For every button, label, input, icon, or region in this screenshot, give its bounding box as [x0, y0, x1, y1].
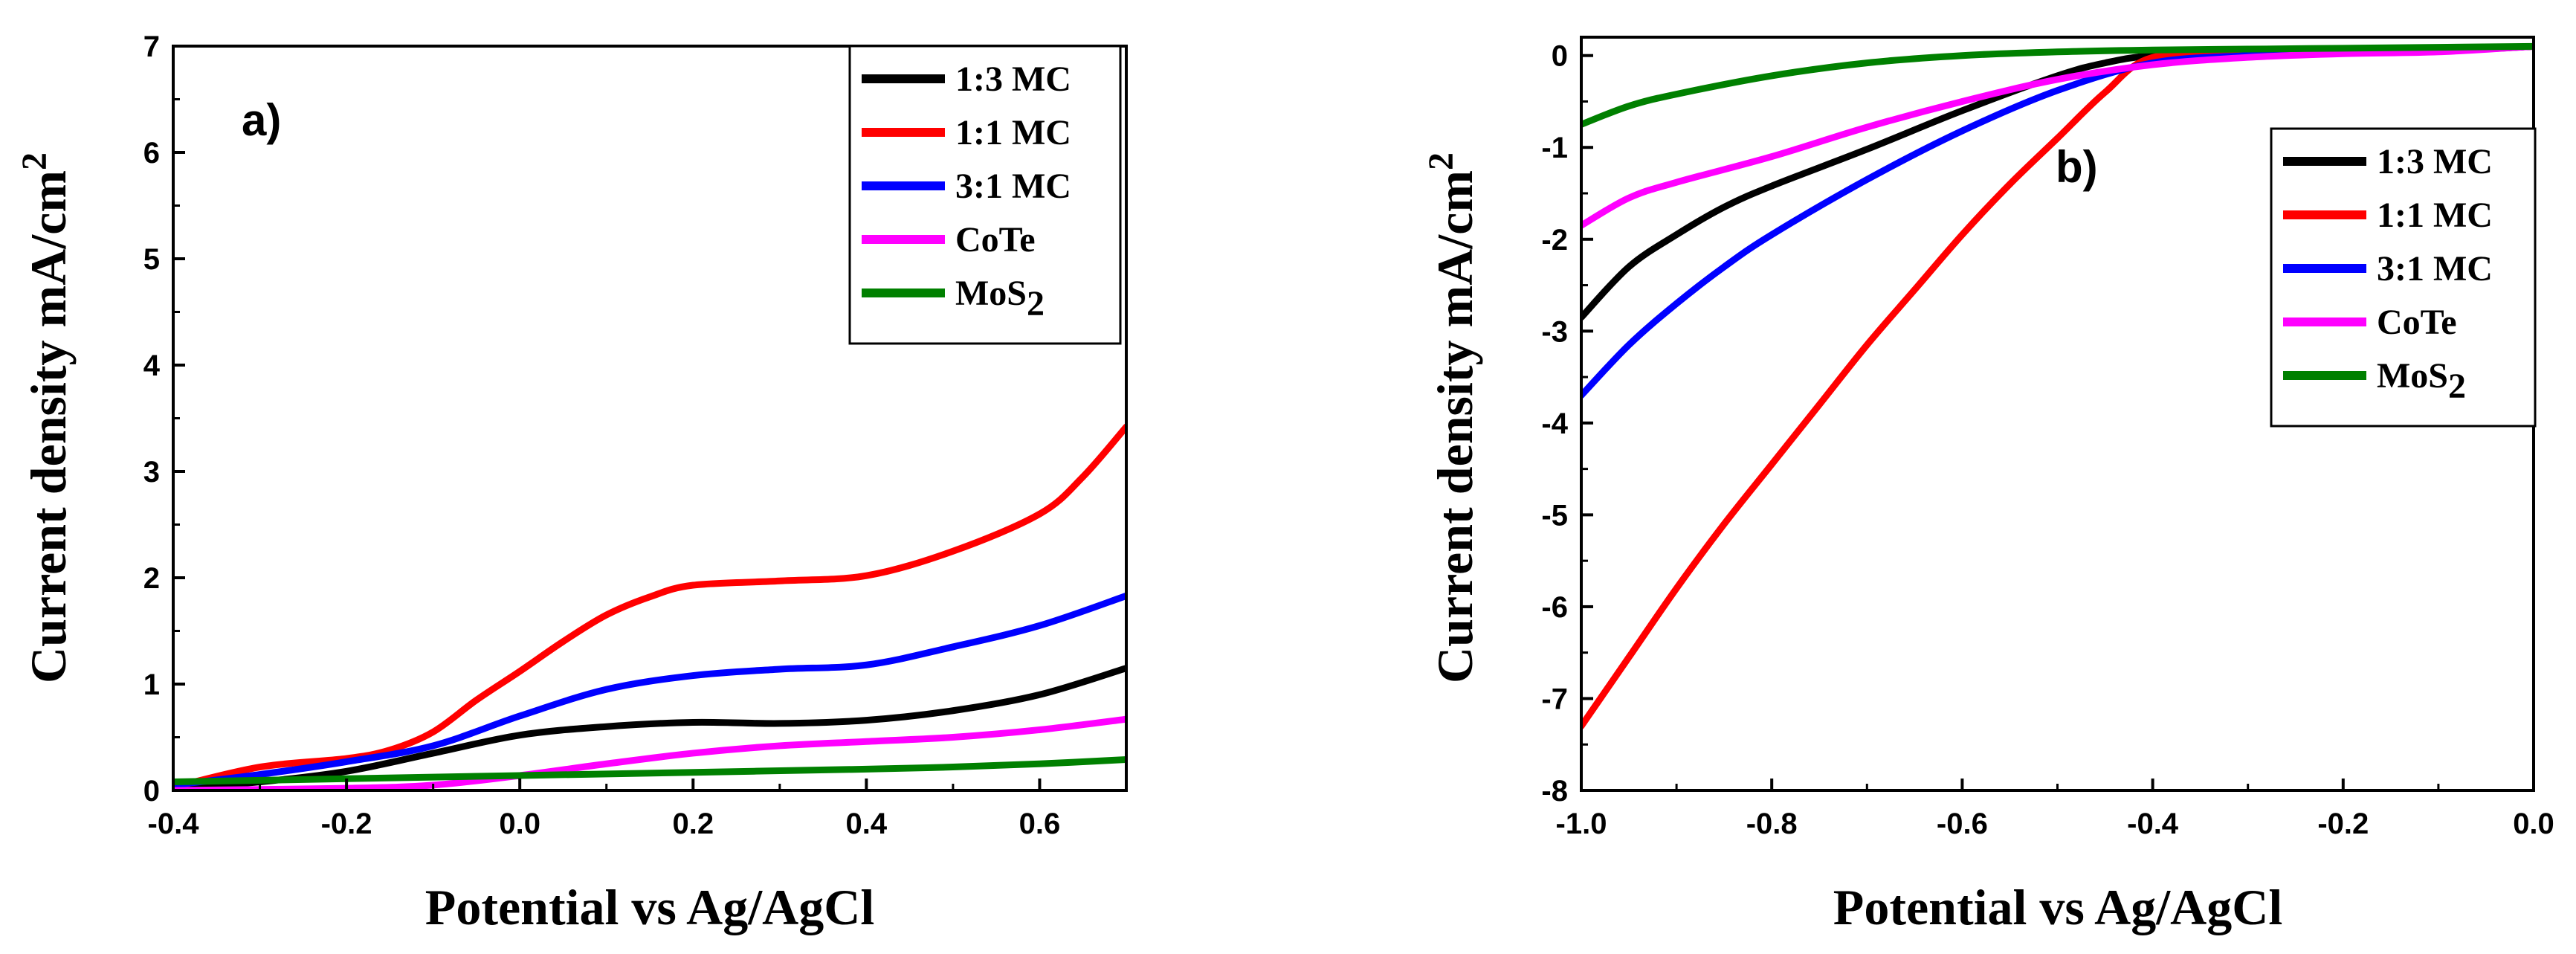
legend-label-main: 3:1 MC: [2377, 249, 2493, 289]
y-axis-title-main: Current density mA/cm: [20, 170, 77, 683]
y-tick-label: -8: [1541, 775, 1568, 808]
y-tick-label: 0: [1552, 40, 1568, 73]
y-axis-title-superscript: 2: [1421, 152, 1461, 170]
y-tick-label: 7: [143, 30, 160, 63]
legend-label-main: MoS: [955, 274, 1027, 313]
x-tick-label: -0.6: [1937, 808, 1988, 840]
series-line-mos2: [1581, 42, 2534, 128]
legend-label-main: 3:1 MC: [955, 167, 1071, 206]
legend-label-subscript: 2: [2448, 367, 2466, 406]
y-tick-label: 2: [143, 562, 160, 595]
y-tick-label: 6: [143, 137, 160, 170]
y-tick-label: -5: [1541, 499, 1568, 532]
y-tick-label: 5: [143, 243, 160, 276]
legend-label-main: 1:3 MC: [955, 59, 1071, 99]
y-tick-label: 0: [143, 775, 160, 808]
panel-b-chart: -1.0 -0.8 -0.6 -0.4 -0.2 0.0 0 -1 -2 -3 -4 -5 -6 -7 -8…: [1421, 36, 2554, 935]
series-lines: [173, 423, 1126, 790]
y-axis-title: Current density mA/cm2: [15, 152, 77, 683]
y-axis-title-main: Current density mA/cm: [1427, 170, 1483, 683]
legend-label: 1:1 MC: [2377, 196, 2493, 235]
legend: 1:3 MC 1:1 MC 3:1 MC CoTe MoS2: [2270, 127, 2537, 428]
legend-label: MoS2: [955, 274, 1045, 323]
x-tick-label: 0.6: [1019, 808, 1061, 840]
legend-label-main: MoS: [2377, 356, 2448, 396]
series-line-cote: [1581, 42, 2534, 229]
y-tick-label: 1: [143, 668, 160, 701]
y-tick-label: -7: [1541, 683, 1568, 715]
y-tick-label: 3: [143, 456, 160, 489]
legend-label: 3:1 MC: [2377, 249, 2493, 289]
x-axis-title: Potential vs Ag/AgCl: [425, 879, 874, 935]
series-lines: [1581, 42, 2534, 730]
legend-label: CoTe: [2377, 303, 2457, 342]
legend-label: 3:1 MC: [955, 167, 1071, 206]
legend-label: 1:3 MC: [955, 59, 1071, 99]
x-tick-label: -1.0: [1556, 808, 1607, 840]
x-tick-label: 0.2: [672, 808, 714, 840]
x-axis-title: Potential vs Ag/AgCl: [1833, 879, 2282, 935]
legend-label-main: 1:3 MC: [2377, 142, 2493, 181]
panel-label: b): [2056, 142, 2098, 192]
legend-label-main: CoTe: [955, 220, 1036, 260]
y-tick-label: -1: [1541, 132, 1568, 164]
legend-label: CoTe: [955, 220, 1036, 260]
x-tick-label: 0.0: [499, 808, 540, 840]
x-tick-label: -0.2: [321, 808, 372, 840]
x-tick-label: -0.8: [1746, 808, 1798, 840]
legend-label-subscript: 2: [1027, 284, 1045, 323]
legend-label: MoS2: [2377, 356, 2466, 406]
y-axis-title-superscript: 2: [15, 152, 54, 170]
y-tick-label: -3: [1541, 315, 1568, 348]
y-tick-label: -2: [1541, 224, 1568, 257]
legend: 1:3 MC 1:1 MC 3:1 MC CoTe MoS2: [848, 45, 1122, 345]
series-line-cote: [173, 715, 1126, 790]
series-line-1-3-mc: [173, 665, 1126, 790]
legend-label-main: 1:1 MC: [2377, 196, 2493, 235]
x-tick-label: 0.0: [2513, 808, 2554, 840]
legend-label: 1:1 MC: [955, 113, 1071, 152]
y-tick-label: -4: [1541, 407, 1568, 440]
legend-label-main: CoTe: [2377, 303, 2457, 342]
x-tick-label: -0.4: [148, 808, 200, 840]
y-axis-title: Current density mA/cm2: [1421, 152, 1483, 683]
legend-label-main: 1:1 MC: [955, 113, 1071, 152]
panel-label: a): [242, 95, 281, 145]
x-tick-label: -0.4: [2127, 808, 2179, 840]
series-line-3-1-mc: [173, 592, 1126, 789]
panel-a-chart: -0.4 -0.2 0.0 0.2 0.4 0.6 0 1 2 3 4 5 6 7 Potential vs…: [15, 30, 1128, 935]
y-tick-label: -6: [1541, 591, 1568, 624]
legend-label: 1:3 MC: [2377, 142, 2493, 181]
x-tick-label: -0.2: [2317, 808, 2369, 840]
y-tick-label: 4: [143, 349, 161, 382]
x-tick-label: 0.4: [846, 808, 888, 840]
